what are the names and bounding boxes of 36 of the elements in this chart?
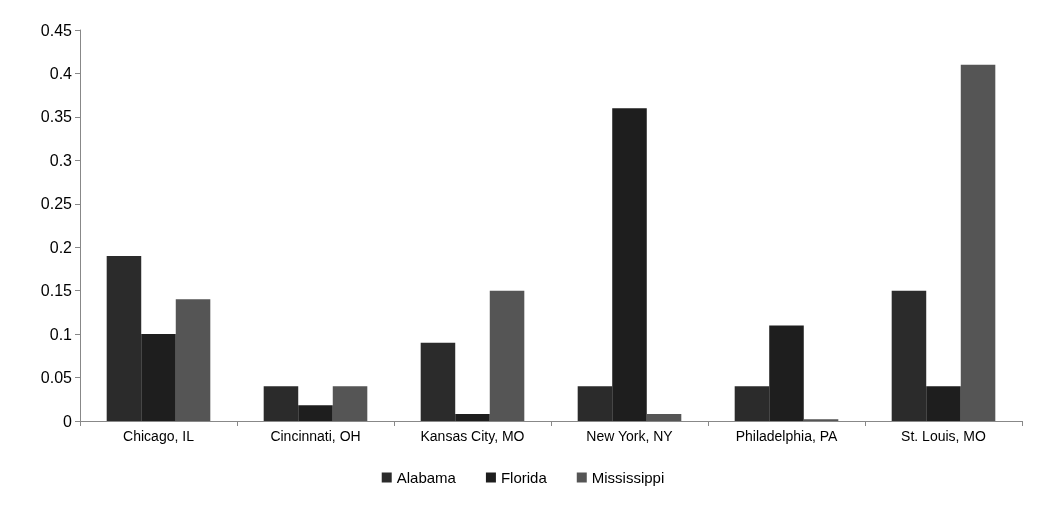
bar (420, 342, 456, 421)
x-tick-label: Philadelphia, PA (735, 428, 839, 444)
bar (891, 290, 927, 421)
y-tick-label: 0.2 (49, 238, 73, 256)
bar (489, 290, 525, 421)
y-tick-label: 0.3 (49, 151, 73, 169)
bar (734, 386, 770, 421)
bar (926, 386, 961, 421)
y-tick-label: 0.45 (40, 21, 73, 39)
bar (175, 299, 211, 421)
y-tick-label: 0.25 (40, 195, 73, 213)
bar (455, 414, 490, 421)
y-tick-label: 0.15 (40, 282, 73, 300)
bar (106, 255, 142, 421)
bar (298, 405, 333, 421)
x-tick-label: Cincinnati, OH (270, 428, 361, 444)
y-tick-label: 0 (63, 412, 73, 430)
y-tick-label: 0.05 (40, 369, 73, 387)
y-tick-label: 0.1 (49, 325, 73, 343)
legend-label: Florida (500, 469, 548, 486)
bar (612, 108, 647, 421)
bar (577, 386, 613, 421)
bar (960, 64, 996, 421)
y-tick-label: 0.4 (49, 64, 73, 82)
x-tick-label: Chicago, IL (123, 428, 195, 444)
bar (646, 414, 682, 421)
x-tick-label: New York, NY (586, 428, 674, 444)
bar (141, 334, 176, 421)
bar (769, 325, 804, 421)
bar (263, 386, 299, 421)
legend-label: Mississippi (591, 469, 665, 486)
x-tick-label: St. Louis, MO (901, 428, 987, 444)
x-tick-label: Kansas City, MO (420, 428, 525, 444)
legend-label: Alabama (396, 469, 457, 486)
y-tick-label: 0.35 (40, 108, 73, 126)
bar (332, 386, 368, 421)
